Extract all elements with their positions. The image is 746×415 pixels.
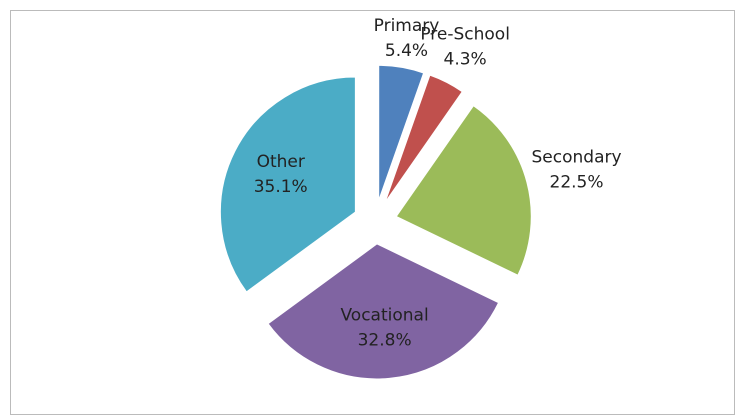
slice-label-value: 5.4%	[385, 41, 428, 61]
pie-slice	[219, 76, 356, 293]
slice-label-name: Pre-School	[420, 24, 510, 44]
slice-label-value: 32.8%	[358, 330, 412, 350]
pie-slice	[384, 74, 463, 203]
slice-label-name: Other	[257, 152, 305, 172]
pie-slice	[267, 243, 500, 380]
pie-slice	[395, 104, 532, 276]
pie-slice	[378, 64, 425, 201]
slice-label-name: Primary	[374, 16, 440, 36]
slice-label-name: Vocational	[341, 305, 429, 325]
slice-label-value: 35.1%	[254, 177, 308, 197]
slice-label-value: 4.3%	[444, 49, 487, 69]
slice-label-value: 22.5%	[550, 172, 604, 192]
slice-label-name: Secondary	[532, 147, 622, 167]
